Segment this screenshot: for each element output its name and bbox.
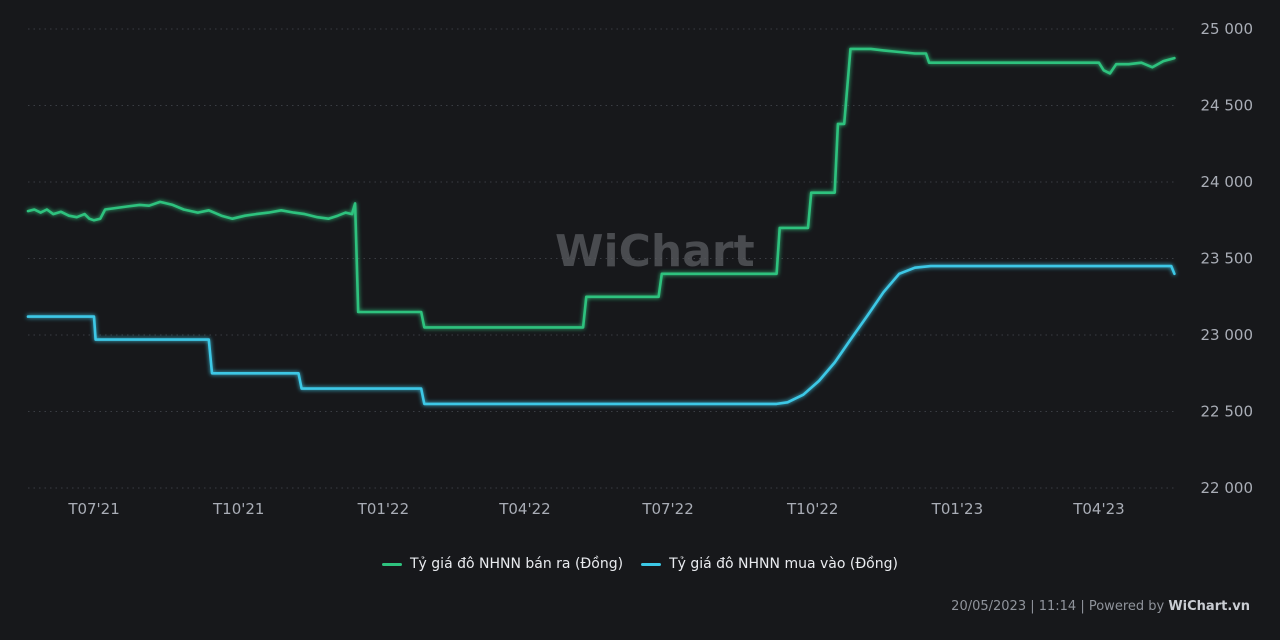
y-tick-label: 24 000 [1201,173,1254,191]
y-tick-label: 23 500 [1201,250,1254,268]
legend-item-ban-ra[interactable]: Tỷ giá đô NHNN bán ra (Đồng) [382,556,623,572]
exchange-rate-chart: WiChart 25 000 24 500 24 000 23 500 23 000 22… [26,20,1254,518]
legend-item-mua-vao[interactable]: Tỷ giá đô NHNN mua vào (Đồng) [641,556,898,572]
x-tick-label: T01'22 [357,500,409,518]
legend: Tỷ giá đô NHNN bán ra (Đồng) Tỷ giá đô N… [0,556,1280,572]
x-tick-label: T04'23 [1072,500,1124,518]
x-tick-label: T10'22 [786,500,838,518]
footer-credit: 20/05/2023 | 11:14 | Powered by WiChart.… [951,599,1250,614]
y-tick-label: 22 000 [1201,479,1254,497]
footer-brand-link[interactable]: WiChart.vn [1168,599,1250,614]
series-line-ban-ra[interactable] [26,47,1176,329]
y-axis: 25 000 24 500 24 000 23 500 23 000 22 500 22 0… [1201,20,1254,497]
y-tick-label: 23 000 [1201,326,1254,344]
series-line-mua-vao[interactable] [26,264,1176,406]
legend-swatch-mua-vao [641,562,662,566]
x-tick-label: T10'21 [212,500,264,518]
y-tick-label: 25 000 [1201,20,1254,38]
x-axis: T07'21 T10'21 T01'22 T04'22 T07'22 T10'22 T01'… [67,500,1124,518]
x-tick-label: T01'23 [931,500,983,518]
legend-swatch-ban-ra [382,562,402,566]
legend-label-ban-ra: Tỷ giá đô NHNN bán ra (Đồng) [410,556,624,572]
x-tick-label: T04'22 [498,500,550,518]
series-lines [26,47,1176,406]
footer-timestamp: 20/05/2023 | 11:14 | Powered by [951,599,1169,614]
y-tick-label: 24 500 [1201,97,1254,115]
x-tick-label: T07'21 [67,500,119,518]
y-tick-label: 22 500 [1201,403,1254,421]
legend-label-mua-vao: Tỷ giá đô NHNN mua vào (Đồng) [669,556,898,572]
watermark-logo: WiChart [555,226,755,277]
x-tick-label: T07'22 [641,500,693,518]
